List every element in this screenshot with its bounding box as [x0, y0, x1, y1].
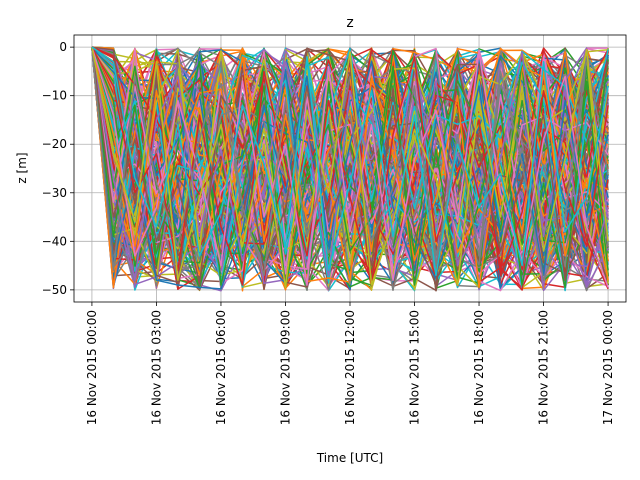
- y-tick-label: −30: [42, 186, 67, 200]
- x-tick-label: 16 Nov 2015 03:00: [149, 310, 163, 425]
- trajectory-line: [91, 46, 609, 283]
- x-tick-label: 17 Nov 2015 00:00: [601, 310, 615, 425]
- y-tick-label: 0: [59, 40, 67, 54]
- trajectory-line: [91, 47, 609, 283]
- x-axis-ticks: 16 Nov 2015 00:00 16 Nov 2015 03:00 16 Nov…: [85, 302, 615, 425]
- x-tick-label: 16 Nov 2015 00:00: [85, 310, 99, 425]
- trajectory-line: [91, 46, 609, 290]
- y-tick-label: −20: [42, 137, 67, 151]
- series-line: [91, 47, 609, 289]
- series-line: [91, 46, 609, 286]
- y-tick-label: −40: [42, 234, 67, 248]
- y-tick-label: −10: [42, 89, 67, 103]
- y-axis-label: z [m]: [15, 152, 29, 183]
- series-lines: [91, 46, 609, 292]
- trajectory-line: [91, 46, 609, 285]
- trajectory-line: [91, 46, 609, 292]
- series-line: [91, 46, 609, 286]
- x-axis-label: Time [UTC]: [316, 451, 383, 465]
- x-tick-label: 16 Nov 2015 18:00: [472, 310, 486, 425]
- chart-title: z: [346, 15, 353, 31]
- trajectory-line: [91, 46, 609, 287]
- y-axis-ticks: 0 −10 −20 −30 −40 −50: [42, 40, 74, 297]
- y-tick-label: −50: [42, 283, 67, 297]
- x-tick-label: 16 Nov 2015 12:00: [343, 310, 357, 425]
- trajectory-line: [91, 47, 609, 260]
- series-line: [91, 47, 609, 286]
- x-tick-label: 16 Nov 2015 21:00: [537, 310, 551, 425]
- x-tick-label: 16 Nov 2015 09:00: [278, 310, 292, 425]
- series-line: [91, 47, 609, 290]
- series-line: [91, 46, 609, 289]
- trajectory-line: [91, 46, 609, 287]
- x-tick-label: 16 Nov 2015 15:00: [408, 310, 422, 425]
- series-line: [91, 47, 609, 281]
- series-line: [91, 46, 609, 289]
- x-tick-label: 16 Nov 2015 06:00: [214, 310, 228, 425]
- series-line: [91, 46, 609, 277]
